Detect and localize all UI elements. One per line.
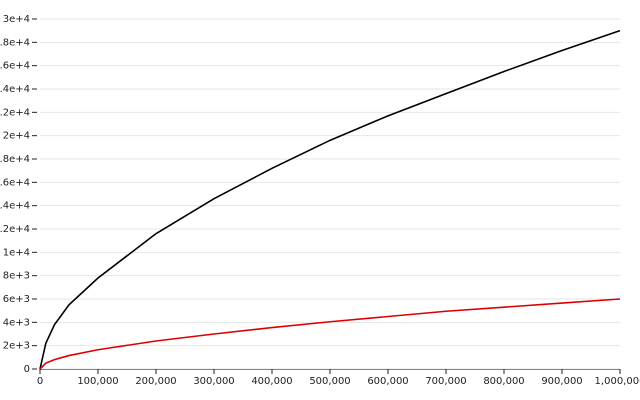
- x-tick-label: 800,000: [483, 376, 524, 387]
- x-tick-label: 400,000: [251, 376, 292, 387]
- x-tick-label: 600,000: [367, 376, 408, 387]
- y-tick-label: 2.4e+4: [0, 84, 30, 95]
- y-tick-label: 2.2e+4: [0, 107, 30, 118]
- y-tick-label: 2e+3: [3, 341, 30, 352]
- x-tick-label: 200,000: [135, 376, 176, 387]
- x-tick-label: 300,000: [193, 376, 234, 387]
- y-tick-label: 6e+3: [3, 294, 30, 305]
- y-tick-label: 1e+4: [3, 247, 30, 258]
- x-tick-label: 100,000: [77, 376, 118, 387]
- x-tick-label: 0: [37, 376, 43, 387]
- y-tick-label: 3e+4: [3, 14, 30, 25]
- x-tick-label: 500,000: [309, 376, 350, 387]
- y-tick-label: 0: [24, 364, 30, 375]
- x-tick-label: 900,000: [541, 376, 582, 387]
- series-line: [39, 298, 621, 370]
- y-tick-label: 4e+3: [3, 317, 30, 328]
- x-tick-label: 1,000,000: [595, 376, 640, 387]
- x-tick-label: 700,000: [425, 376, 466, 387]
- series-line: [39, 29, 621, 370]
- y-tick-label: 8e+3: [3, 271, 30, 282]
- y-tick-label: 1.8e+4: [0, 154, 30, 165]
- y-tick-label: 2.6e+4: [0, 61, 30, 72]
- y-tick-label: 1.6e+4: [0, 177, 30, 188]
- y-tick-label: 1.4e+4: [0, 201, 30, 212]
- y-tick-label: 2.8e+4: [0, 37, 30, 48]
- y-tick-label: 1.2e+4: [0, 224, 30, 235]
- y-tick-label: 2e+4: [3, 131, 30, 142]
